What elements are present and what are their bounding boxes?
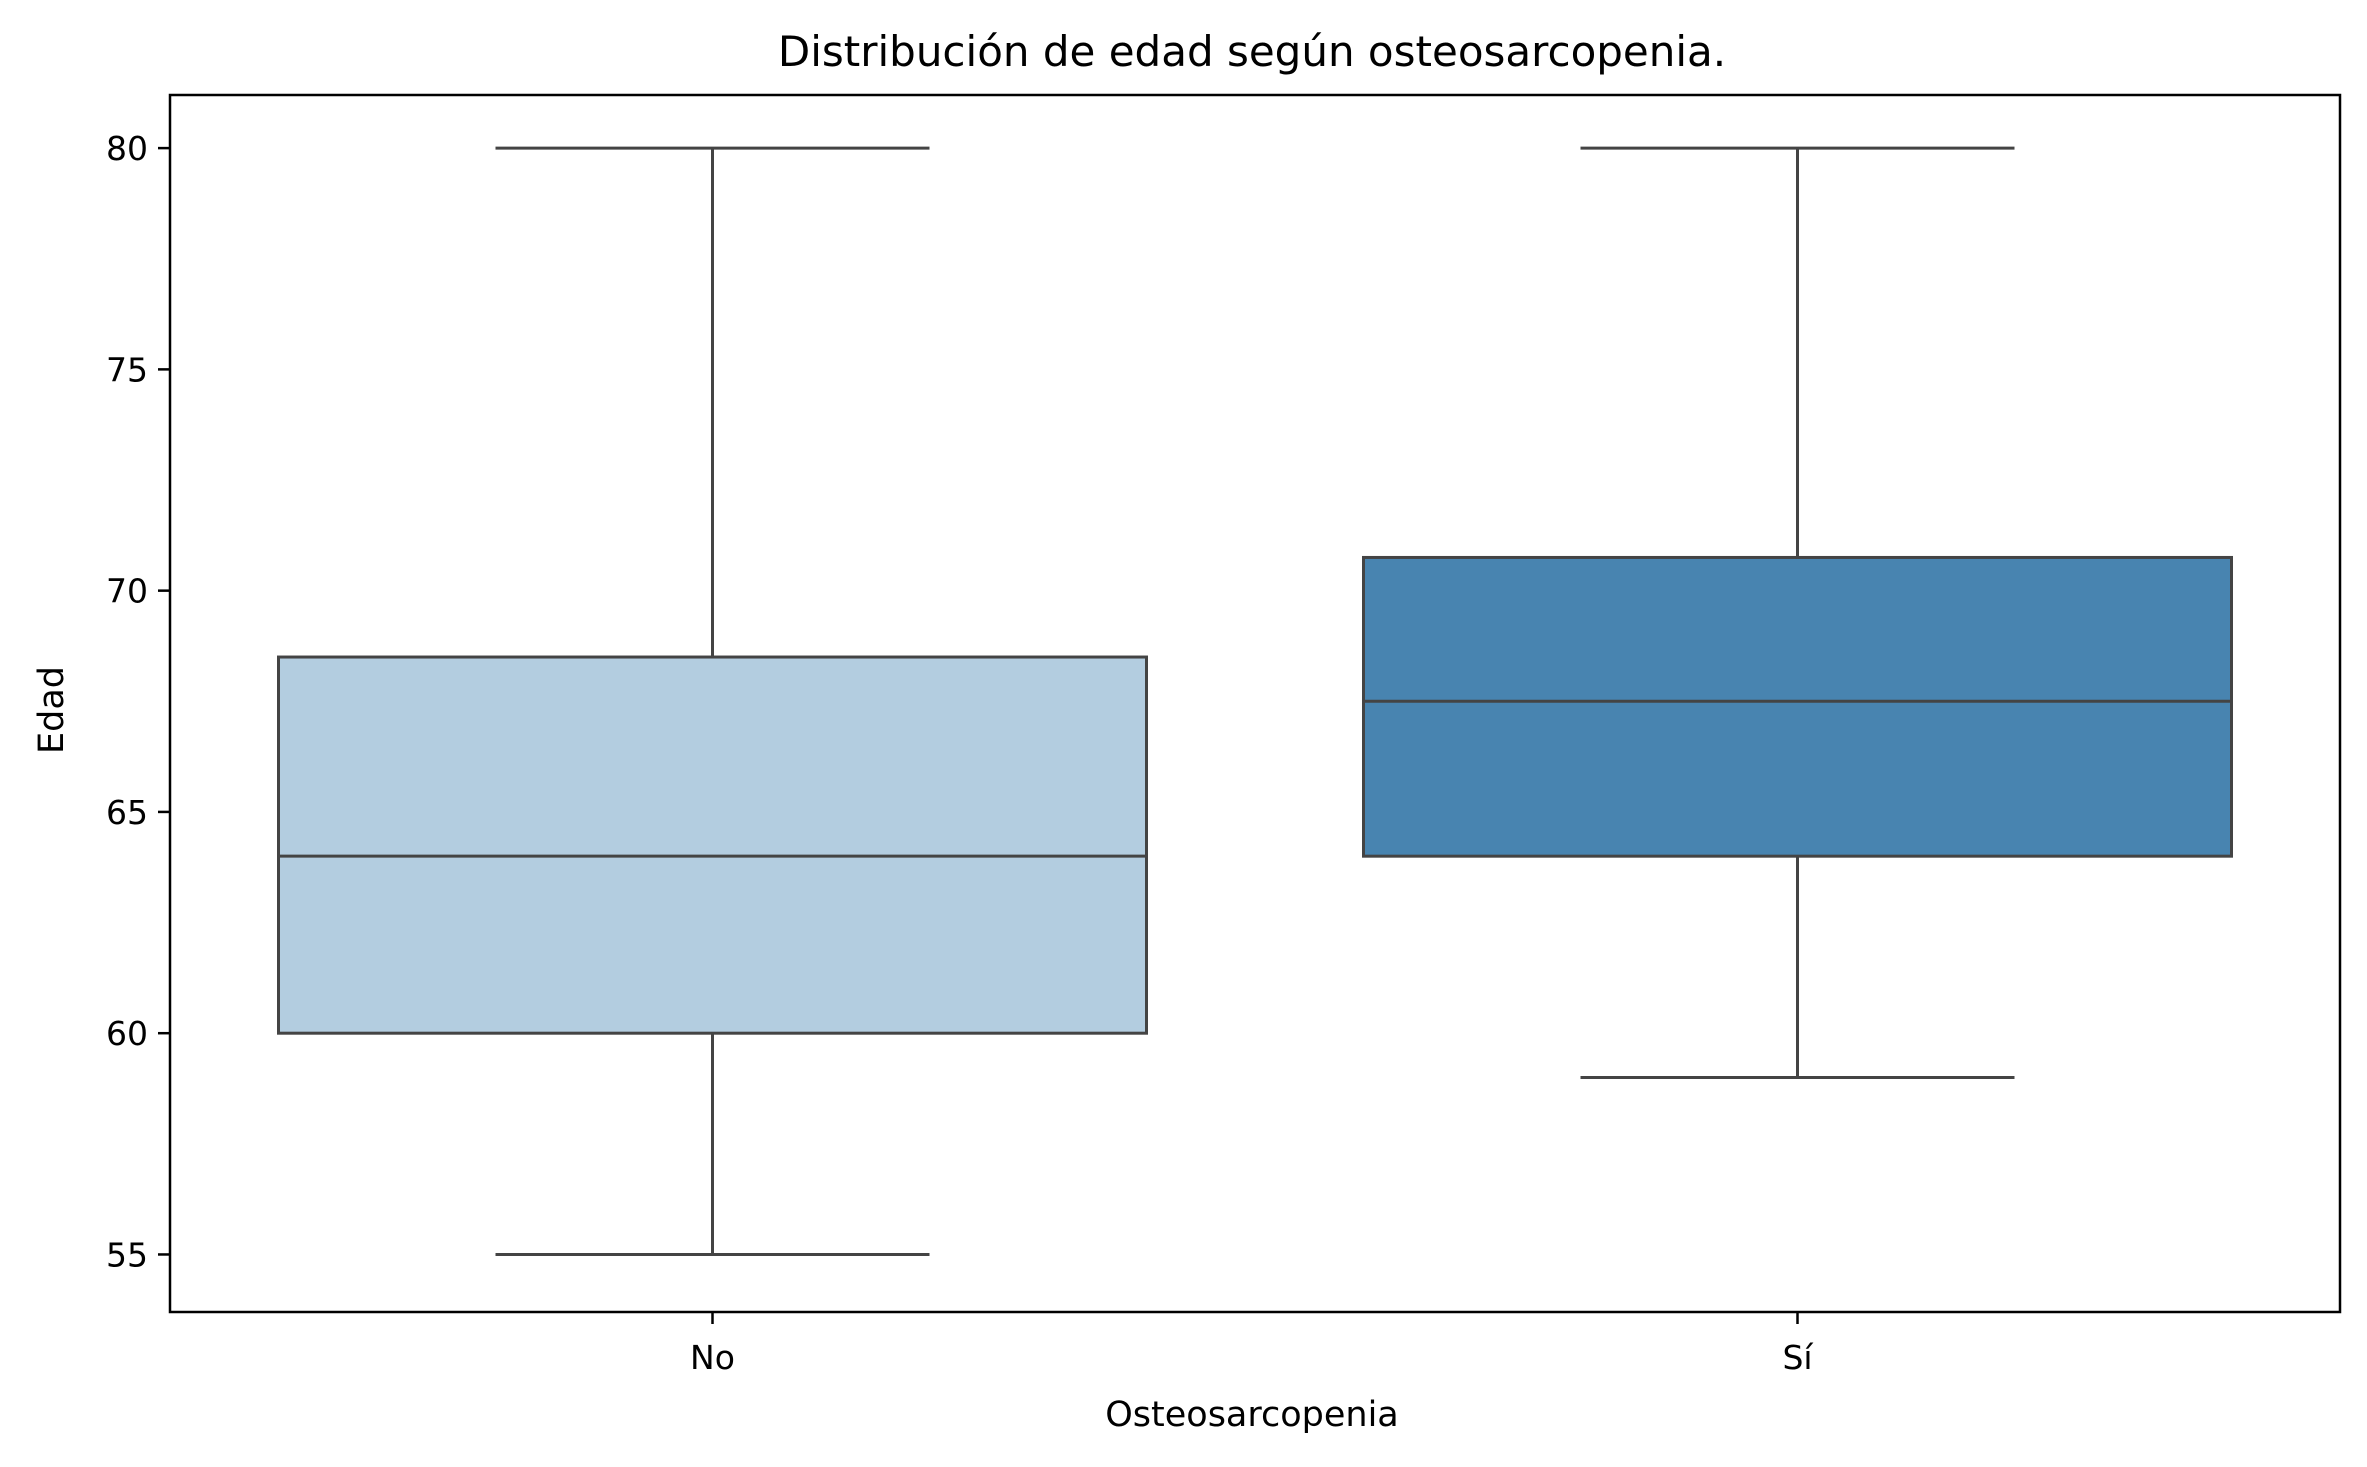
x-tick-label: No xyxy=(690,1338,735,1377)
box-2-iqr-box xyxy=(1362,555,2233,858)
chart-title: Distribución de edad según osteosarcopen… xyxy=(778,27,1726,76)
y-axis: 55 60 65 70 75 80 xyxy=(106,129,170,1274)
y-axis-title: Edad xyxy=(32,666,72,754)
x-axis: No Sí xyxy=(690,1312,1814,1377)
y-tick-label: 80 xyxy=(106,129,148,168)
y-tick-label: 65 xyxy=(106,793,148,832)
x-axis-title: Osteosarcopenia xyxy=(1105,1395,1399,1435)
y-tick-label: 55 xyxy=(106,1235,148,1274)
plot-area xyxy=(277,146,2233,1256)
box-2 xyxy=(1362,146,2233,1079)
plot-frame xyxy=(168,93,2342,1314)
box-1 xyxy=(277,146,1148,1256)
x-tick-label: Sí xyxy=(1782,1338,1814,1377)
y-tick-label: 75 xyxy=(106,350,148,389)
y-tick-label: 60 xyxy=(106,1014,148,1053)
box-1-iqr-box xyxy=(277,655,1148,1035)
y-tick-label: 70 xyxy=(106,572,148,611)
